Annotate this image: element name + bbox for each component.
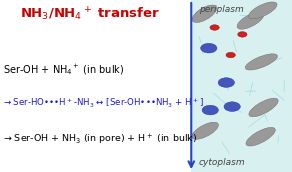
Ellipse shape bbox=[246, 127, 275, 146]
Text: periplasm: periplasm bbox=[199, 5, 243, 14]
Circle shape bbox=[226, 52, 235, 58]
Text: → Ser-HO•••H$^+$-NH$_3$ ↔ [Ser-OH•••NH$_3$ + H$^+$]: → Ser-HO•••H$^+$-NH$_3$ ↔ [Ser-OH•••NH$_… bbox=[3, 96, 204, 110]
Circle shape bbox=[224, 102, 240, 111]
Text: Ser-OH + NH$_4$$^+$ (in bulk): Ser-OH + NH$_4$$^+$ (in bulk) bbox=[3, 62, 124, 77]
Circle shape bbox=[210, 25, 219, 30]
Circle shape bbox=[218, 78, 234, 87]
Circle shape bbox=[201, 43, 217, 53]
Ellipse shape bbox=[248, 2, 277, 19]
Ellipse shape bbox=[237, 12, 264, 29]
Ellipse shape bbox=[192, 5, 217, 23]
Ellipse shape bbox=[249, 98, 278, 117]
Ellipse shape bbox=[192, 122, 218, 139]
Circle shape bbox=[202, 105, 218, 115]
Text: cytoplasm: cytoplasm bbox=[199, 158, 245, 167]
Bar bbox=[191, 0, 292, 172]
Ellipse shape bbox=[245, 54, 277, 70]
Circle shape bbox=[238, 32, 247, 37]
Text: → Ser-OH + NH$_3$ (in pore) + H$^+$ (in bulk): → Ser-OH + NH$_3$ (in pore) + H$^+$ (in … bbox=[3, 132, 197, 147]
Text: NH$_3$/NH$_4$$^+$ transfer: NH$_3$/NH$_4$$^+$ transfer bbox=[20, 5, 161, 23]
